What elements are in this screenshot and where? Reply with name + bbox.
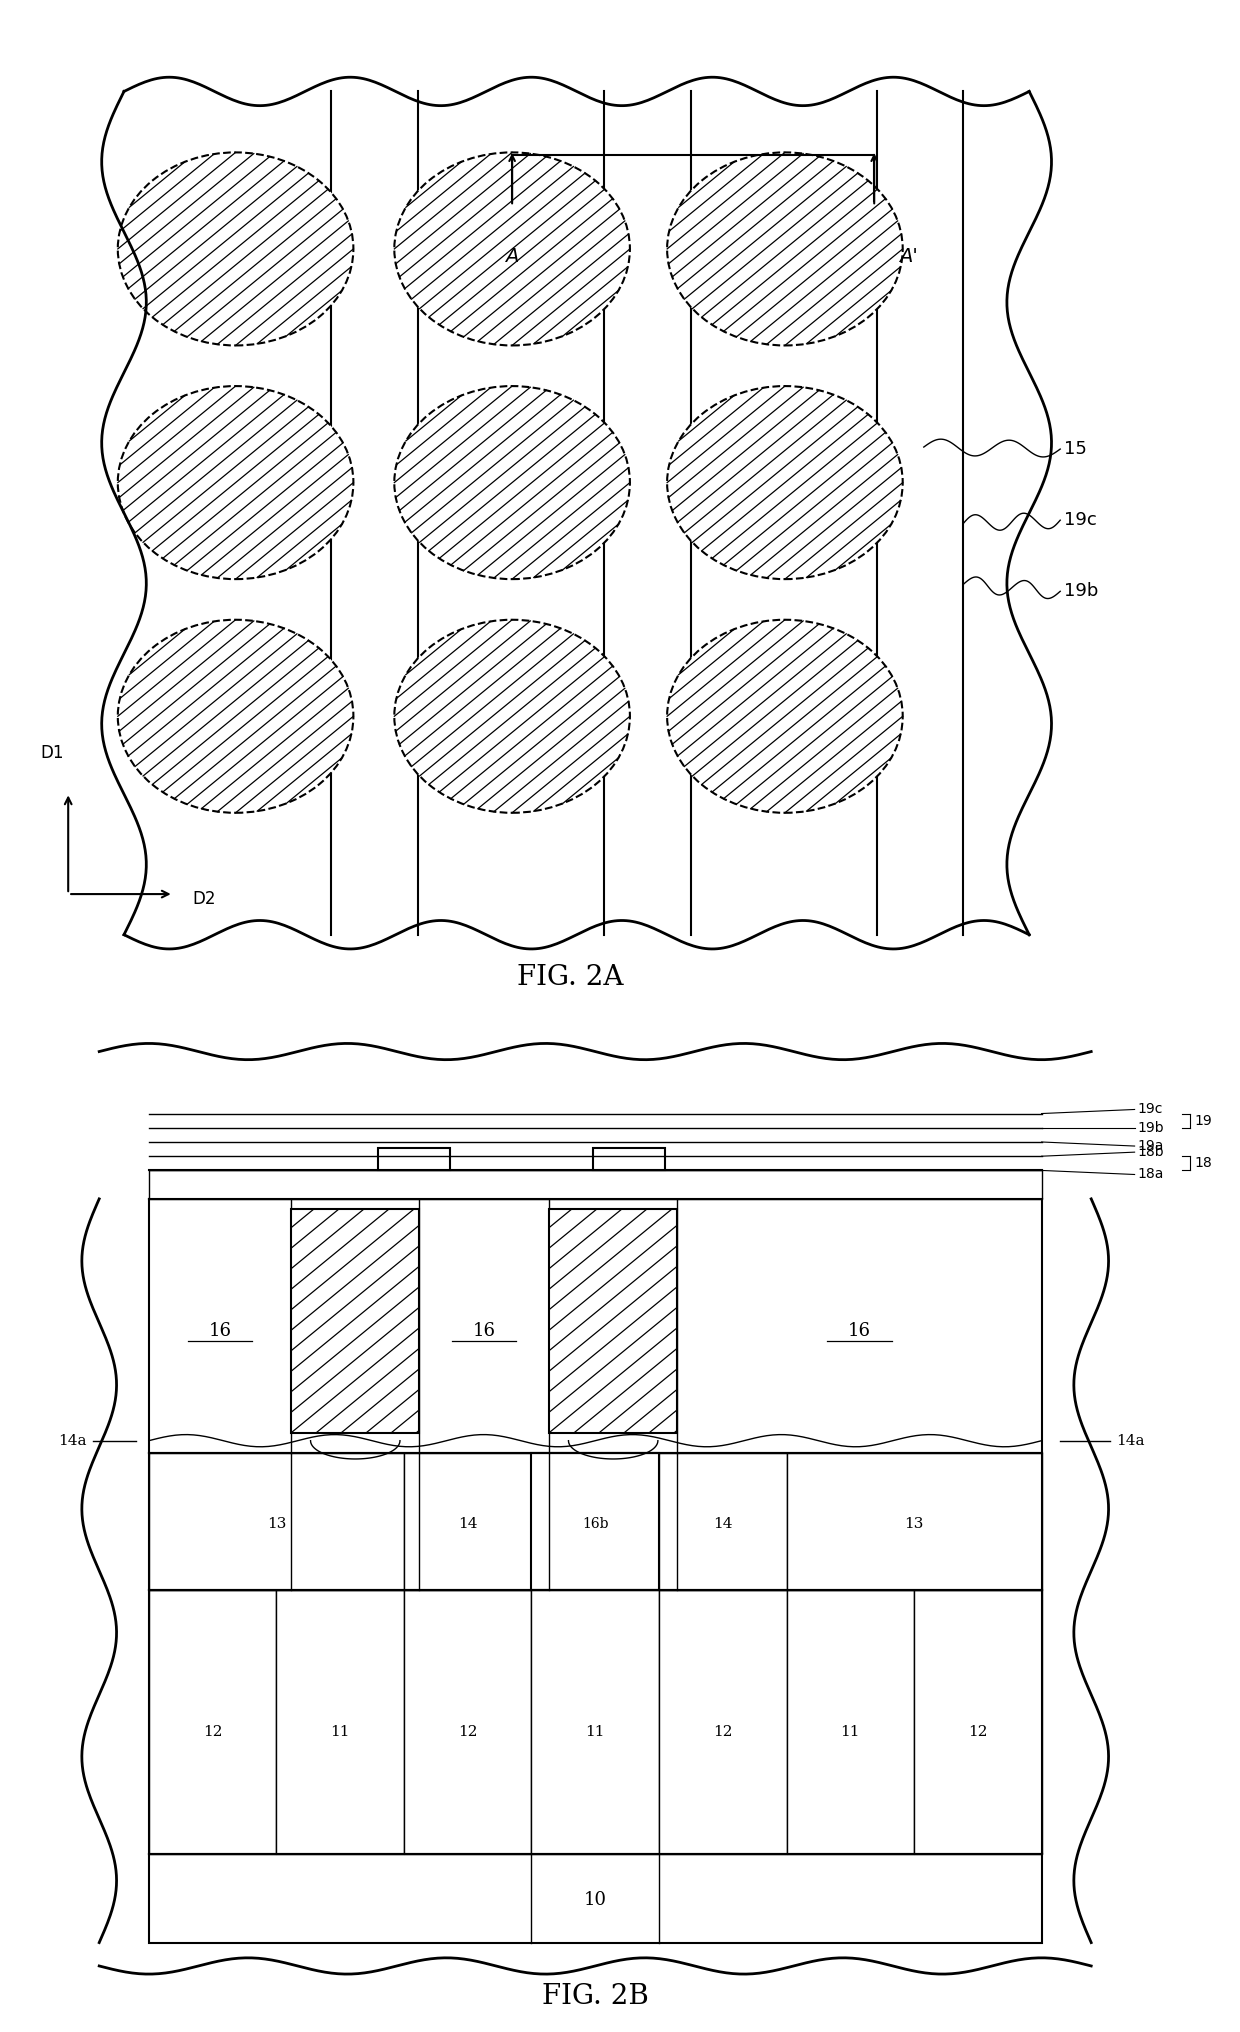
Text: 18: 18 — [1194, 1156, 1211, 1170]
Circle shape — [394, 620, 630, 813]
Circle shape — [394, 386, 630, 579]
Text: 11: 11 — [841, 1725, 861, 1739]
Text: 19a: 19a — [1137, 1140, 1163, 1152]
Text: 15a: 15a — [859, 1179, 884, 1191]
Text: 19: 19 — [1194, 1114, 1211, 1128]
Text: 14: 14 — [458, 1518, 477, 1530]
Text: 12: 12 — [713, 1725, 733, 1739]
Bar — [532, 1453, 658, 1589]
Bar — [786, 1453, 1042, 1589]
Text: 13: 13 — [267, 1518, 286, 1530]
Text: 16: 16 — [208, 1323, 232, 1339]
Bar — [149, 1589, 277, 1853]
Circle shape — [118, 152, 353, 345]
Text: 11: 11 — [585, 1725, 605, 1739]
Text: 19b: 19b — [1137, 1122, 1163, 1134]
Bar — [593, 1148, 665, 1170]
Text: 16b: 16b — [582, 1518, 609, 1530]
Circle shape — [118, 386, 353, 579]
Text: 19c: 19c — [1064, 512, 1096, 528]
Text: 13: 13 — [904, 1518, 924, 1530]
Bar — [149, 1853, 1042, 1943]
Circle shape — [667, 386, 903, 579]
Text: 18b: 18b — [1137, 1146, 1163, 1158]
Bar — [532, 1589, 658, 1853]
Bar — [658, 1589, 786, 1853]
Circle shape — [667, 152, 903, 345]
Text: FIG. 2A: FIG. 2A — [517, 963, 624, 990]
Text: 16a: 16a — [471, 1179, 497, 1191]
Text: D2: D2 — [192, 890, 216, 908]
Bar — [149, 1170, 1042, 1199]
Circle shape — [667, 620, 903, 813]
Text: 14: 14 — [713, 1518, 733, 1530]
Bar — [149, 1199, 1042, 1453]
Text: 14a: 14a — [58, 1435, 87, 1447]
Circle shape — [394, 152, 630, 345]
Bar — [277, 1589, 404, 1853]
Text: 12: 12 — [458, 1725, 477, 1739]
Text: 19c: 19c — [1137, 1103, 1162, 1116]
Text: 19b: 19b — [1064, 583, 1099, 599]
Text: 16: 16 — [848, 1323, 870, 1339]
Text: 12: 12 — [968, 1725, 987, 1739]
Bar — [124, 91, 1029, 935]
Bar — [549, 1209, 677, 1433]
Bar — [149, 1453, 404, 1589]
Bar — [404, 1589, 532, 1853]
Text: 11: 11 — [330, 1725, 350, 1739]
Text: FIG. 2B: FIG. 2B — [542, 1983, 649, 2010]
Bar — [658, 1453, 786, 1589]
Text: 15: 15 — [1064, 441, 1086, 457]
Text: 17: 17 — [512, 1179, 531, 1191]
Bar — [914, 1589, 1042, 1853]
Text: D1: D1 — [41, 744, 63, 762]
Text: A': A' — [899, 246, 918, 266]
Text: 16: 16 — [472, 1323, 496, 1339]
Text: 10: 10 — [584, 1892, 606, 1908]
Text: A: A — [506, 246, 518, 266]
Bar — [786, 1589, 914, 1853]
Text: 15: 15 — [763, 1179, 782, 1191]
Text: 15: 15 — [211, 1179, 229, 1191]
Text: 18a: 18a — [1137, 1168, 1163, 1181]
Text: 14a: 14a — [1116, 1435, 1145, 1447]
Circle shape — [118, 620, 353, 813]
Bar — [291, 1209, 419, 1433]
Text: 12: 12 — [203, 1725, 222, 1739]
Bar — [404, 1453, 532, 1589]
Bar — [378, 1148, 450, 1170]
